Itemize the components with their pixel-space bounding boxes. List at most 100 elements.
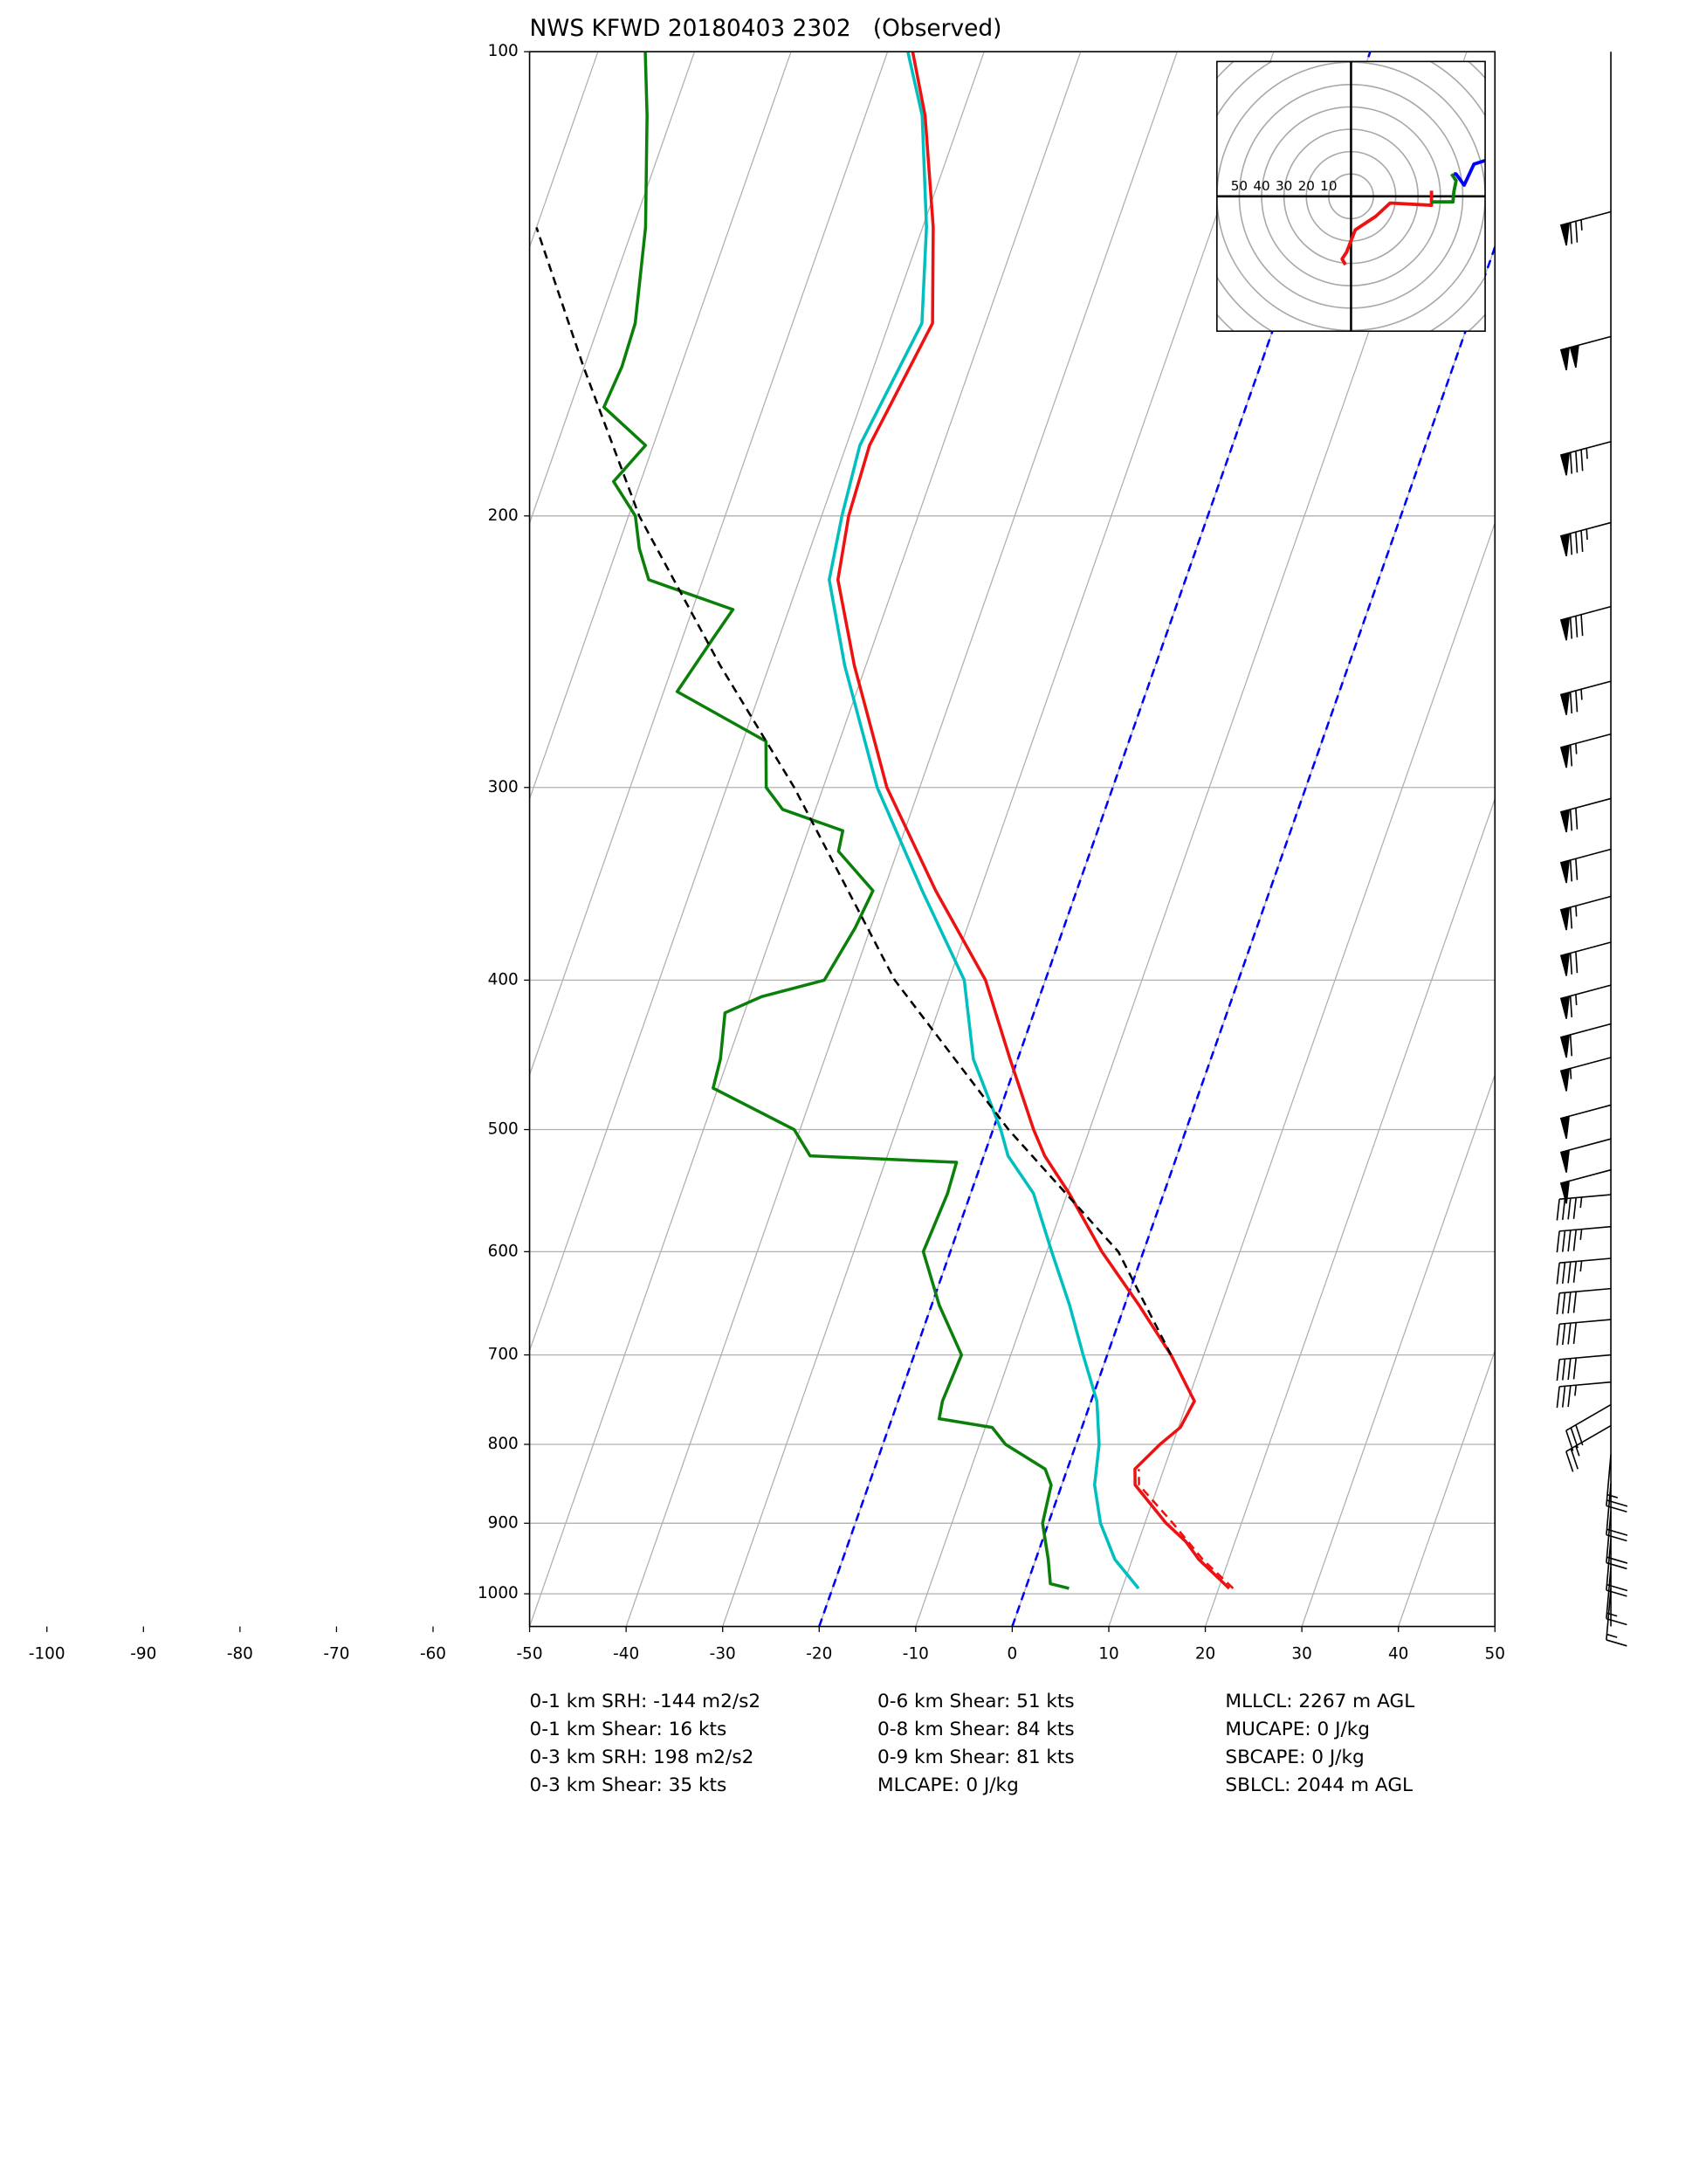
stat-text: SBCAPE: 0 J/kg: [1225, 1747, 1364, 1768]
hodograph-frame: [1216, 60, 1486, 333]
isotherm-grid-line: [529, 52, 889, 1077]
x-tick-label: -80: [227, 1645, 253, 1664]
stat-text: 0-1 km Shear: 16 kts: [530, 1719, 727, 1740]
x-tick-label: 40: [1388, 1645, 1408, 1664]
stat-text: 0-3 km SRH: 198 m2/s2: [530, 1747, 754, 1768]
wind-barb: [1565, 1403, 1612, 1451]
wind-barb: [1559, 1023, 1612, 1058]
y-tick-label: 200: [488, 506, 519, 525]
isotherm-grid-line: [722, 52, 1275, 1627]
wind-barb: [1606, 1538, 1628, 1597]
x-tick-label: 30: [1291, 1645, 1311, 1664]
hodograph-ring-label: 40: [1253, 178, 1269, 194]
wind-barb: [1556, 1257, 1612, 1285]
wind-barb: [1559, 1104, 1612, 1140]
hodograph-line: [1340, 190, 1434, 266]
isotherm-grid-line: [1301, 1072, 1496, 1627]
x-tick-label: -20: [806, 1645, 832, 1664]
wind-barb: [1559, 521, 1612, 557]
stat-text: MUCAPE: 0 J/kg: [1225, 1719, 1370, 1740]
wind-barb: [1559, 605, 1612, 641]
x-tick-label: -70: [323, 1645, 349, 1664]
x-tick-label: -60: [420, 1645, 446, 1664]
stat-text: 0-8 km Shear: 84 kts: [877, 1719, 1075, 1740]
wind-barb: [1606, 1588, 1627, 1647]
hodograph-ring-label: 20: [1298, 178, 1315, 194]
isotherm-grid-line: [1108, 520, 1496, 1627]
x-tick-label: 10: [1098, 1645, 1118, 1664]
x-tick-label: -100: [29, 1645, 65, 1664]
x-tick-label: -30: [710, 1645, 736, 1664]
stat-text: MLCAPE: 0 J/kg: [877, 1774, 1019, 1796]
isotherm-grid-line: [1204, 796, 1496, 1627]
y-tick-label: 700: [488, 1346, 519, 1364]
wind-barb: [1559, 941, 1612, 976]
stat-text: MLLCL: 2267 m AGL: [1225, 1691, 1414, 1712]
wind-barb: [1559, 440, 1612, 476]
hodograph-line: [1454, 159, 1486, 187]
stat-text: SBLCL: 2044 m AGL: [1225, 1774, 1413, 1796]
wind-barb: [1556, 1381, 1612, 1409]
x-tick-label: -10: [903, 1645, 929, 1664]
wind-barb: [1559, 733, 1612, 768]
y-tick-label: 400: [488, 970, 519, 989]
stat-text: 0-6 km Shear: 51 kts: [877, 1691, 1075, 1712]
isotherm-grid-line: [1398, 1348, 1496, 1627]
x-tick-label: 50: [1485, 1645, 1505, 1664]
hodograph-ring-label: 10: [1320, 178, 1337, 194]
wind-barb: [1559, 984, 1612, 1019]
isotherm-grid-line: [625, 52, 1178, 1627]
hodograph-ring-label: 50: [1231, 178, 1248, 194]
x-tick-label: 0: [1008, 1645, 1018, 1664]
wind-barb: [1559, 1138, 1612, 1173]
wind-barb: [1559, 895, 1612, 931]
isotherm-grid-line: [529, 52, 792, 801]
x-tick-label: 20: [1195, 1645, 1215, 1664]
wind-barb: [1559, 1057, 1612, 1092]
wind-barb: [1559, 335, 1612, 371]
wind-barb: [1556, 1225, 1612, 1253]
stat-text: 0-1 km SRH: -144 m2/s2: [530, 1691, 761, 1712]
y-tick-label: 600: [488, 1242, 519, 1260]
x-tick-label: -90: [130, 1645, 156, 1664]
profile-line: [828, 52, 1140, 1590]
y-tick-label: 300: [488, 778, 519, 796]
wind-barb: [1556, 1319, 1612, 1346]
wind-barb: [1559, 1168, 1612, 1204]
y-tick-label: 500: [488, 1120, 519, 1139]
stat-text: 0-3 km Shear: 35 kts: [530, 1774, 727, 1796]
plot-area: [529, 52, 1496, 1627]
hodograph-ring-label: 30: [1276, 178, 1292, 194]
wind-barb: [1556, 1194, 1612, 1221]
wind-barb: [1606, 1511, 1628, 1570]
profile-line: [535, 227, 1173, 1356]
chart-title: NWS KFWD 20180403 2302 (Observed): [530, 15, 1002, 42]
y-tick-label: 900: [488, 1513, 519, 1532]
isotherm-grid-line: [529, 52, 696, 525]
y-tick-label: 800: [488, 1435, 519, 1453]
wind-barb: [1556, 1287, 1612, 1315]
wind-barb: [1559, 797, 1612, 833]
wind-barb: [1606, 1483, 1628, 1542]
x-tick-label: -50: [517, 1645, 543, 1664]
wind-barb: [1565, 1424, 1612, 1472]
wind-barb: [1606, 1454, 1628, 1513]
profile-line: [602, 52, 1070, 1590]
isotherm-grid-line: [529, 52, 1082, 1627]
profile-line: [836, 52, 1231, 1590]
y-tick-label: 1000: [478, 1584, 519, 1602]
stat-text: 0-9 km Shear: 81 kts: [877, 1747, 1075, 1768]
isotherm-grid-line: [529, 52, 985, 1353]
wind-barb: [1559, 210, 1612, 246]
wind-barb: [1556, 1354, 1612, 1381]
wind-barb: [1559, 848, 1612, 884]
x-tick-label: -40: [613, 1645, 639, 1664]
ticks: -100 -90 -80 -70 -60 -50 -40 -30 -20 -10 0 10 20 30 40…: [29, 42, 1505, 1663]
y-tick-label: 100: [488, 42, 519, 60]
profile-line: [1138, 1469, 1235, 1589]
stats: 0-1 km SRH: -144 m2/s2 0-1 km Shear: 16 k…: [530, 1691, 1415, 1796]
wind-barb: [1559, 680, 1612, 715]
